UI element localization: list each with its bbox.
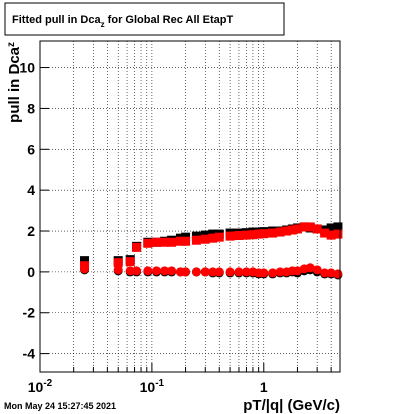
- x-tick-label: 10-2: [28, 378, 53, 395]
- y-label-text: pull in Dca: [6, 46, 23, 123]
- chart-title: Fitted pull in Dcaz for Global Rec All E…: [12, 14, 233, 29]
- data-point: [208, 267, 218, 277]
- data-point: [259, 268, 269, 278]
- data-point: [268, 268, 278, 278]
- y-label-subscript: z: [6, 42, 17, 47]
- data-point: [268, 228, 278, 238]
- y-tick-label: -2: [23, 305, 36, 321]
- data-point: [305, 222, 315, 232]
- data-point: [241, 230, 251, 240]
- data-point: [143, 238, 153, 248]
- data-point: [167, 266, 177, 276]
- data-point: [125, 257, 135, 267]
- data-point: [80, 264, 90, 274]
- tick-base: 10: [140, 379, 156, 395]
- frame: [39, 40, 341, 373]
- data-point: [214, 232, 224, 242]
- data-point: [333, 269, 343, 279]
- y-axis-label: pull in Dcaz: [6, 42, 23, 123]
- data-point: [333, 229, 343, 239]
- data-point: [320, 228, 330, 238]
- data-point: [214, 267, 224, 277]
- data-point: [225, 267, 235, 277]
- tick-exponent: -2: [43, 378, 52, 389]
- data-point: [292, 224, 302, 234]
- data-point: [80, 256, 90, 266]
- y-tick-label: 8: [27, 100, 35, 116]
- data-point: [326, 268, 336, 278]
- x-tick-label: 1: [260, 379, 268, 395]
- y-tick-label: 2: [27, 223, 35, 239]
- data-point: [287, 225, 297, 235]
- data-point: [241, 267, 251, 277]
- data-point: [132, 242, 142, 252]
- data-point: [113, 265, 123, 275]
- x-tick-label: 10-1: [140, 378, 165, 395]
- data-point: [200, 267, 210, 277]
- data-point: [113, 258, 123, 268]
- data-point: [234, 231, 244, 241]
- data-point: [160, 266, 170, 276]
- data-point: [305, 263, 315, 273]
- data-point: [167, 237, 177, 247]
- data-point: [259, 229, 269, 239]
- data-point: [275, 267, 285, 277]
- y-tick-label: 10: [19, 60, 35, 76]
- data-point: [292, 266, 302, 276]
- data-point: [282, 226, 292, 236]
- data-point: [132, 266, 142, 276]
- title-subscript: z: [101, 20, 105, 29]
- data-point: [326, 223, 336, 233]
- title-text: Fitted pull in Dca: [12, 14, 101, 26]
- data-point: [320, 268, 330, 278]
- data-point: [326, 230, 336, 240]
- tick-base: 10: [28, 379, 44, 395]
- data-point: [333, 222, 343, 232]
- x-axis-label: pT/|q| (GeV/c): [243, 397, 340, 414]
- data-point: [191, 267, 201, 277]
- plot-area: [80, 222, 343, 280]
- data-point: [175, 236, 185, 246]
- data-point: [160, 237, 170, 247]
- y-tick-label: -4: [23, 346, 36, 362]
- data-point: [312, 224, 322, 234]
- data-point: [152, 237, 162, 247]
- title-box: [4, 2, 285, 36]
- data-point: [234, 267, 244, 277]
- data-point: [200, 234, 210, 244]
- y-tick-label: 6: [27, 141, 35, 157]
- data-point: [143, 266, 153, 276]
- y-tick-label: 0: [27, 264, 35, 280]
- data-point: [225, 231, 235, 241]
- data-point: [181, 236, 191, 246]
- data-point: [254, 229, 264, 239]
- data-point: [248, 230, 258, 240]
- data-point: [275, 227, 285, 237]
- tick-exponent: -1: [155, 378, 164, 389]
- timestamp: Mon May 24 15:27:45 2021: [4, 401, 116, 411]
- data-point: [312, 265, 322, 275]
- data-point: [299, 222, 309, 232]
- data-point: [181, 267, 191, 277]
- y-tick-label: 4: [27, 182, 35, 198]
- data-point: [125, 266, 135, 276]
- title-rest: for Global Rec All EtapT: [105, 14, 234, 26]
- data-point: [191, 235, 201, 245]
- data-point: [152, 266, 162, 276]
- data-point: [208, 233, 218, 243]
